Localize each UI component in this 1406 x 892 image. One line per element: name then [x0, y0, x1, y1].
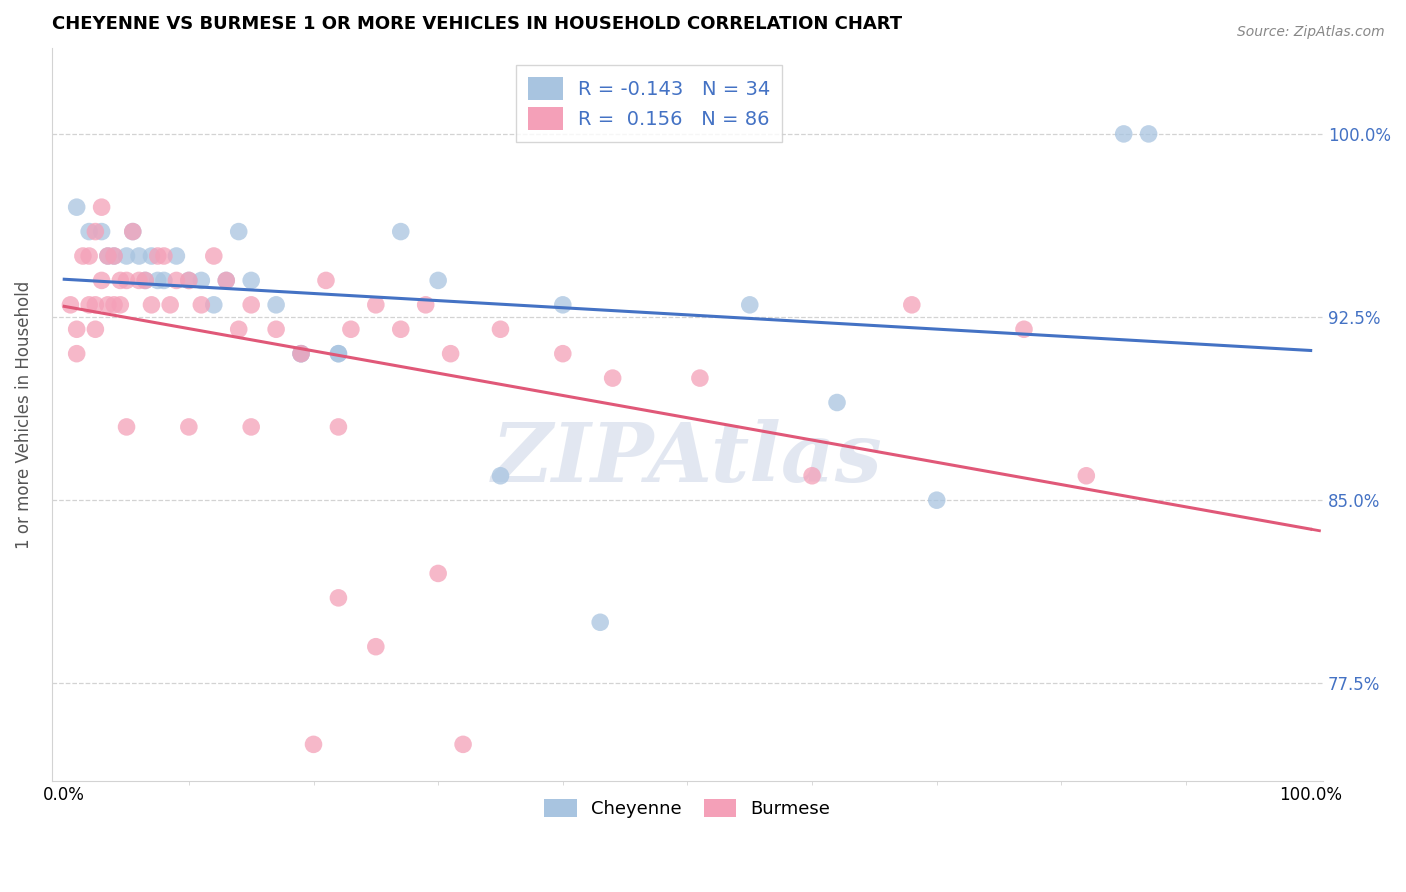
Point	[825, 395, 848, 409]
Point	[141, 249, 163, 263]
Point	[177, 420, 200, 434]
Text: Source: ZipAtlas.com: Source: ZipAtlas.com	[1237, 25, 1385, 39]
Point	[115, 420, 138, 434]
Point	[159, 298, 181, 312]
Point	[340, 322, 363, 336]
Point	[489, 468, 512, 483]
Point	[602, 371, 624, 385]
Point	[90, 273, 112, 287]
Point	[103, 249, 125, 263]
Point	[328, 346, 350, 360]
Point	[264, 298, 287, 312]
Point	[439, 346, 461, 360]
Point	[551, 346, 574, 360]
Point	[427, 566, 450, 581]
Point	[165, 249, 187, 263]
Point	[240, 273, 263, 287]
Point	[146, 249, 169, 263]
Point	[59, 298, 82, 312]
Point	[97, 298, 120, 312]
Point	[240, 420, 263, 434]
Point	[90, 225, 112, 239]
Point	[228, 322, 250, 336]
Point	[84, 225, 107, 239]
Point	[215, 273, 238, 287]
Point	[290, 346, 312, 360]
Point	[190, 273, 212, 287]
Point	[84, 322, 107, 336]
Point	[103, 298, 125, 312]
Point	[389, 322, 412, 336]
Point	[901, 298, 924, 312]
Point	[389, 225, 412, 239]
Y-axis label: 1 or more Vehicles in Household: 1 or more Vehicles in Household	[15, 281, 32, 549]
Point	[115, 249, 138, 263]
Point	[328, 591, 350, 605]
Point	[128, 273, 150, 287]
Point	[190, 298, 212, 312]
Point	[165, 273, 187, 287]
Point	[589, 615, 612, 630]
Point	[84, 298, 107, 312]
Point	[689, 371, 711, 385]
Point	[315, 273, 337, 287]
Point	[290, 346, 312, 360]
Point	[128, 249, 150, 263]
Point	[97, 249, 120, 263]
Point	[121, 225, 143, 239]
Point	[66, 200, 89, 214]
Point	[66, 346, 89, 360]
Point	[134, 273, 156, 287]
Point	[146, 273, 169, 287]
Text: ZIPAtlas: ZIPAtlas	[492, 418, 883, 499]
Point	[302, 737, 325, 751]
Point	[97, 249, 120, 263]
Point	[110, 273, 132, 287]
Point	[551, 298, 574, 312]
Point	[451, 737, 474, 751]
Point	[738, 298, 761, 312]
Point	[1112, 127, 1135, 141]
Point	[1137, 127, 1160, 141]
Point	[801, 468, 824, 483]
Point	[177, 273, 200, 287]
Point	[121, 225, 143, 239]
Point	[1076, 468, 1098, 483]
Point	[1012, 322, 1035, 336]
Point	[202, 298, 225, 312]
Point	[90, 200, 112, 214]
Point	[153, 249, 176, 263]
Point	[110, 298, 132, 312]
Point	[77, 298, 100, 312]
Legend: Cheyenne, Burmese: Cheyenne, Burmese	[536, 789, 839, 827]
Point	[115, 273, 138, 287]
Point	[240, 298, 263, 312]
Point	[153, 273, 176, 287]
Point	[77, 249, 100, 263]
Point	[72, 249, 94, 263]
Point	[228, 225, 250, 239]
Point	[202, 249, 225, 263]
Point	[328, 420, 350, 434]
Point	[328, 346, 350, 360]
Point	[66, 322, 89, 336]
Point	[134, 273, 156, 287]
Point	[264, 322, 287, 336]
Text: CHEYENNE VS BURMESE 1 OR MORE VEHICLES IN HOUSEHOLD CORRELATION CHART: CHEYENNE VS BURMESE 1 OR MORE VEHICLES I…	[52, 15, 901, 33]
Point	[77, 225, 100, 239]
Point	[415, 298, 437, 312]
Point	[215, 273, 238, 287]
Point	[290, 346, 312, 360]
Point	[177, 273, 200, 287]
Point	[427, 273, 450, 287]
Point	[364, 298, 387, 312]
Point	[925, 493, 948, 508]
Point	[103, 249, 125, 263]
Point	[364, 640, 387, 654]
Point	[489, 322, 512, 336]
Point	[141, 298, 163, 312]
